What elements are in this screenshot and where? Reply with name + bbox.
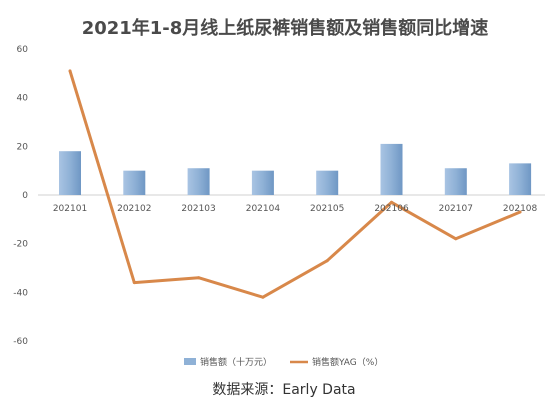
bar bbox=[251, 170, 274, 195]
y-tick-label: 60 bbox=[17, 45, 29, 55]
bar bbox=[444, 168, 467, 195]
bar bbox=[187, 168, 210, 195]
y-tick-label: -60 bbox=[13, 337, 28, 347]
line-series bbox=[68, 69, 522, 299]
line-point bbox=[132, 281, 136, 285]
x-tick-label: 202102 bbox=[117, 204, 151, 214]
y-tick-label: 40 bbox=[17, 94, 29, 104]
source-note: 数据来源：Early Data bbox=[212, 382, 355, 398]
legend-bar-swatch bbox=[184, 358, 196, 365]
line-point bbox=[68, 69, 72, 73]
x-axis: 202101 202102 202103 202104 202105 202106 2021… bbox=[53, 204, 538, 214]
x-tick-label: 202107 bbox=[439, 204, 473, 214]
yoy-line bbox=[68, 70, 521, 299]
line-point bbox=[325, 259, 329, 263]
x-tick-label: 202108 bbox=[503, 204, 538, 214]
x-tick-label: 202101 bbox=[53, 204, 87, 214]
y-tick-label: -40 bbox=[13, 288, 28, 298]
legend-line-label: 销售额YAG（%） bbox=[312, 356, 383, 368]
legend-bar-label: 销售额（十万元） bbox=[200, 356, 272, 368]
bar bbox=[59, 151, 81, 195]
x-tick-label: 202103 bbox=[181, 204, 215, 214]
line-point bbox=[261, 295, 265, 299]
bar bbox=[316, 170, 339, 195]
y-tick-label: 0 bbox=[22, 191, 28, 201]
line-point bbox=[454, 237, 458, 241]
legend: 销售额（十万元） 销售额YAG（%） bbox=[184, 356, 383, 368]
y-axis: 60 40 20 0 -20 -40 -60 bbox=[13, 45, 28, 347]
y-tick-label: 20 bbox=[17, 142, 29, 152]
y-tick-label: -20 bbox=[13, 240, 28, 250]
x-tick-label: 202106 bbox=[374, 204, 409, 214]
bar bbox=[123, 170, 146, 195]
chart-title: 2021年1-8月线上纸尿裤销售额及销售额同比增速 bbox=[82, 17, 489, 39]
line-point bbox=[197, 276, 201, 280]
line-point bbox=[518, 210, 522, 214]
x-tick-label: 202105 bbox=[310, 204, 344, 214]
x-tick-label: 202104 bbox=[246, 204, 281, 214]
bar bbox=[380, 143, 403, 195]
bar-series bbox=[59, 143, 532, 195]
line-point bbox=[390, 200, 393, 204]
bar bbox=[509, 163, 532, 195]
